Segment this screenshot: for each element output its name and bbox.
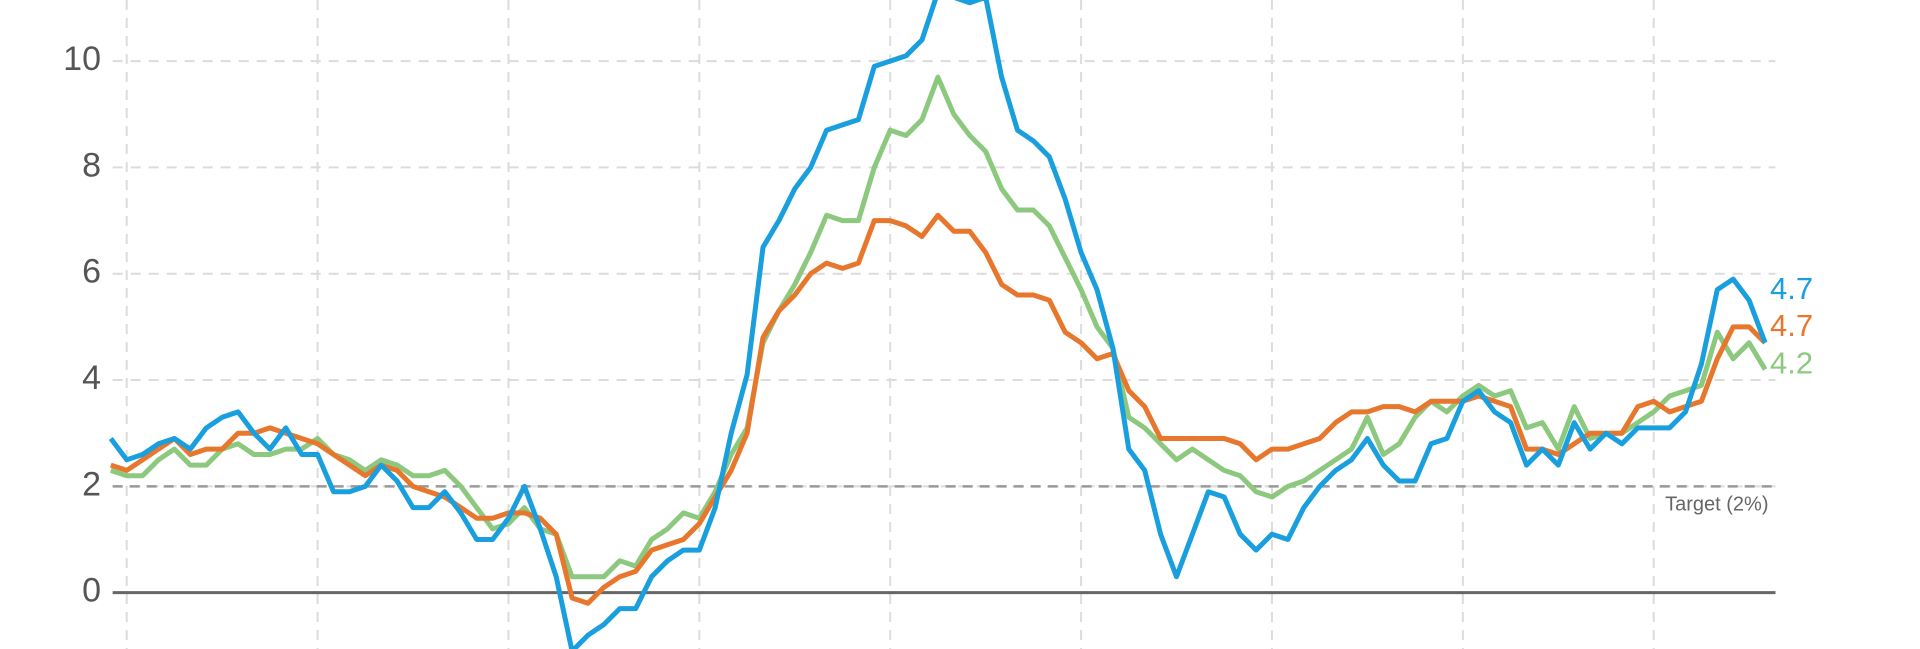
series-line [110,74,1768,580]
series-line [108,0,1768,649]
end-label: 4.7 [1770,271,1813,306]
plot-area [108,0,1768,649]
y-tick-label: 4 [82,359,101,397]
end-label: 4.7 [1770,308,1813,343]
end-label: 4.2 [1770,346,1813,381]
y-tick-label: 0 [82,572,101,610]
y-tick-label: 8 [82,146,101,184]
y-tick-label: 10 [63,40,101,78]
y-tick-label: 6 [82,253,101,291]
target-label: Target (2%) [1665,494,1768,516]
y-tick-label: 2 [82,465,101,503]
